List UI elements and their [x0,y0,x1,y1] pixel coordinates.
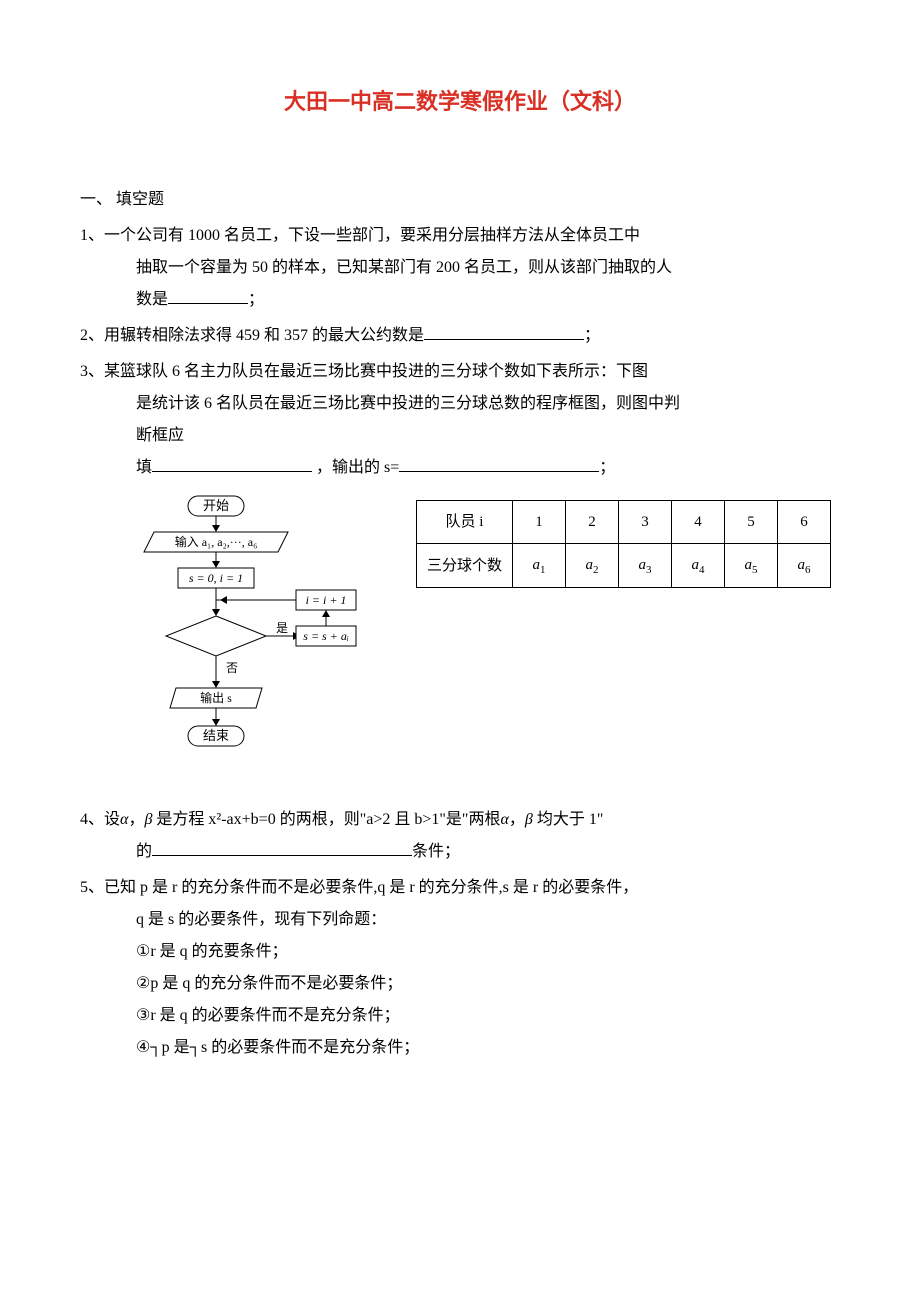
flow-inc: i = i + 1 [306,593,347,607]
table-header: 队员 i [417,501,513,544]
table-row: 队员 i 1 2 3 4 5 6 [417,501,831,544]
table-cell: 4 [672,501,725,544]
flow-input: 输入 a₁, a₂,···, a₆ [175,534,258,549]
q1-num: 1、 [80,227,104,244]
table-cell: 5 [725,501,778,544]
q4-c2: ， [509,811,525,828]
q3-figure-row: 开始 输入 a₁, a₂,···, a₆ s = 0, i = 1 i = i … [80,494,840,794]
q5-item1: ①r 是 q 的充要条件； [80,936,840,968]
q3-line3: 断框应 [80,420,840,452]
table-cell: 2 [566,501,619,544]
q5-item4: ④┐p 是┐s 的必要条件而不是充分条件； [80,1032,840,1064]
q4-blank [152,839,412,856]
q3-line4a: 填 [136,459,152,476]
q3-table: 队员 i 1 2 3 4 5 6 三分球个数 a1 a2 a3 a4 a5 a6 [416,500,831,588]
q5-num: 5、 [80,879,104,896]
q4-alpha2: α [500,811,508,828]
flow-no: 否 [226,661,238,675]
q3-blank1 [152,455,312,472]
q1-line1: 一个公司有 1000 名员工，下设一些部门，要采用分层抽样方法从全体员工中 [104,227,640,244]
q2-text-b: ； [584,327,600,344]
q5-item2: ②p 是 q 的充分条件而不是必要条件； [80,968,840,1000]
question-5: 5、已知 p 是 r 的充分条件而不是必要条件,q 是 r 的充分条件,s 是 … [80,872,840,1064]
q2-num: 2、 [80,327,104,344]
q3-line2: 是统计该 6 名队员在最近三场比赛中投进的三分球总数的程序框图，则图中判 [80,388,840,420]
q2-blank [424,323,584,340]
flowchart: 开始 输入 a₁, a₂,···, a₆ s = 0, i = 1 i = i … [136,494,386,794]
question-4: 4、设α，β 是方程 x²-ax+b=0 的两根，则"a>2 且 b>1"是"两… [80,804,840,868]
question-3: 3、某篮球队 6 名主力队员在最近三场比赛中投进的三分球个数如下表所示：下图 是… [80,356,840,484]
q1-line3a: 数是 [136,291,168,308]
table-cell: a5 [725,544,778,588]
flow-end: 结束 [203,728,229,743]
table-cell: 1 [513,501,566,544]
q4-l2b: 条件； [412,843,460,860]
flow-sum: s = s + aᵢ [303,629,349,643]
q5-item3: ③r 是 q 的必要条件而不是充分条件； [80,1000,840,1032]
q3-line4b: ，输出的 s= [316,459,399,476]
question-2: 2、用辗转相除法求得 459 和 357 的最大公约数是 ； [80,320,840,352]
table-cell: a1 [513,544,566,588]
q4-l1b: 是方程 x²-ax+b=0 的两根，则"a>2 且 b>1"是"两根 [152,811,500,828]
section-heading: 一、 填空题 [80,184,840,216]
table-cell: a4 [672,544,725,588]
q3-blank2 [399,455,599,472]
question-1: 1、一个公司有 1000 名员工，下设一些部门，要采用分层抽样方法从全体员工中 … [80,220,840,316]
q3-line4c: ； [599,459,615,476]
q4-l1a: 设 [104,811,120,828]
q3-num: 3、 [80,363,104,380]
q3-line1: 某篮球队 6 名主力队员在最近三场比赛中投进的三分球个数如下表所示：下图 [104,363,648,380]
table-cell: a2 [566,544,619,588]
table-cell: a3 [619,544,672,588]
flow-yes: 是 [276,621,288,635]
table-cell: 3 [619,501,672,544]
q4-l2a: 的 [136,843,152,860]
q5-line1: 已知 p 是 r 的充分条件而不是必要条件,q 是 r 的充分条件,s 是 r … [104,879,638,896]
flow-out: 输出 s [200,690,232,705]
q1-line3b: ； [248,291,264,308]
page-title: 大田一中高二数学寒假作业（文科） [80,80,840,124]
q4-l1c: 均大于 1" [533,811,604,828]
q4-beta2: β [525,811,533,828]
q4-c1: ， [128,811,144,828]
flow-init: s = 0, i = 1 [189,571,243,585]
q1-line2: 抽取一个容量为 50 的样本，已知某部门有 200 名员工，则从该部门抽取的人 [80,252,840,284]
q5-line2: q 是 s 的必要条件，现有下列命题： [80,904,840,936]
table-header: 三分球个数 [417,544,513,588]
q2-text-a: 用辗转相除法求得 459 和 357 的最大公约数是 [104,327,424,344]
flow-start: 开始 [203,498,229,513]
q1-blank [168,287,248,304]
table-cell: 6 [778,501,831,544]
q4-num: 4、 [80,811,104,828]
table-row: 三分球个数 a1 a2 a3 a4 a5 a6 [417,544,831,588]
table-cell: a6 [778,544,831,588]
